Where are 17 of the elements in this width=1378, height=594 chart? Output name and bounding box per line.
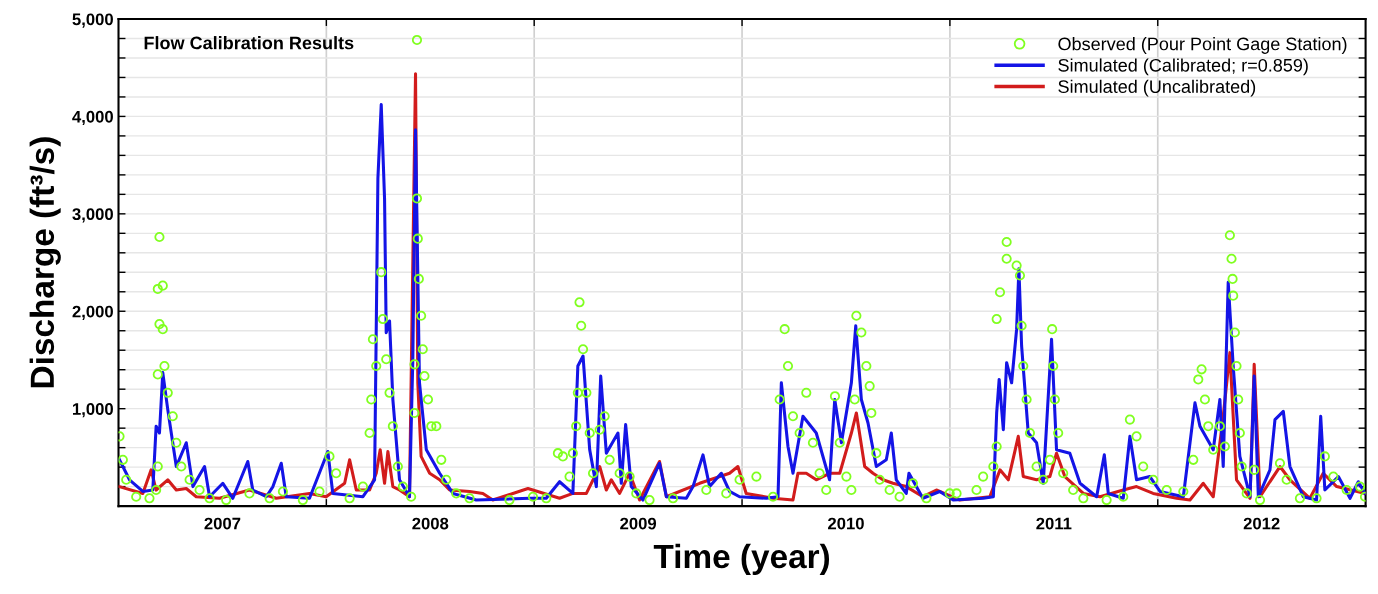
- x-tick-label: 2009: [620, 517, 657, 530]
- legend-label: Observed (Pour Point Gage Station): [1058, 37, 1347, 54]
- y-axis-title: Discharge (ft³/s): [29, 137, 61, 388]
- x-tick-label: 2007: [204, 517, 241, 530]
- x-axis-title: Time (year): [653, 543, 830, 575]
- y-tick-label: 4,000: [72, 110, 113, 126]
- legend-label: Simulated (Uncalibrated): [1058, 79, 1256, 97]
- x-tick-label: 2011: [1036, 517, 1072, 530]
- y-tick-label: 1,000: [72, 403, 113, 418]
- y-tick-label: 3,000: [72, 208, 113, 223]
- y-tick-label: 2,000: [72, 305, 113, 320]
- y-tick-label: 5,000: [72, 13, 113, 28]
- legend-label: Simulated (Calibrated; r=0.859): [1058, 58, 1308, 76]
- text: Flow Calibration Results: [144, 36, 354, 50]
- x-tick-label: 2010: [828, 517, 864, 530]
- x-tick-label: 2012: [1243, 517, 1280, 530]
- x-tick-label: 2008: [412, 517, 449, 530]
